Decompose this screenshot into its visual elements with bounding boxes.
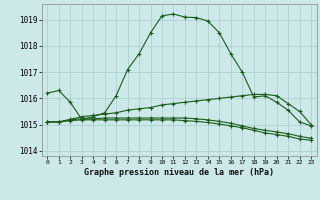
X-axis label: Graphe pression niveau de la mer (hPa): Graphe pression niveau de la mer (hPa) xyxy=(84,168,274,177)
